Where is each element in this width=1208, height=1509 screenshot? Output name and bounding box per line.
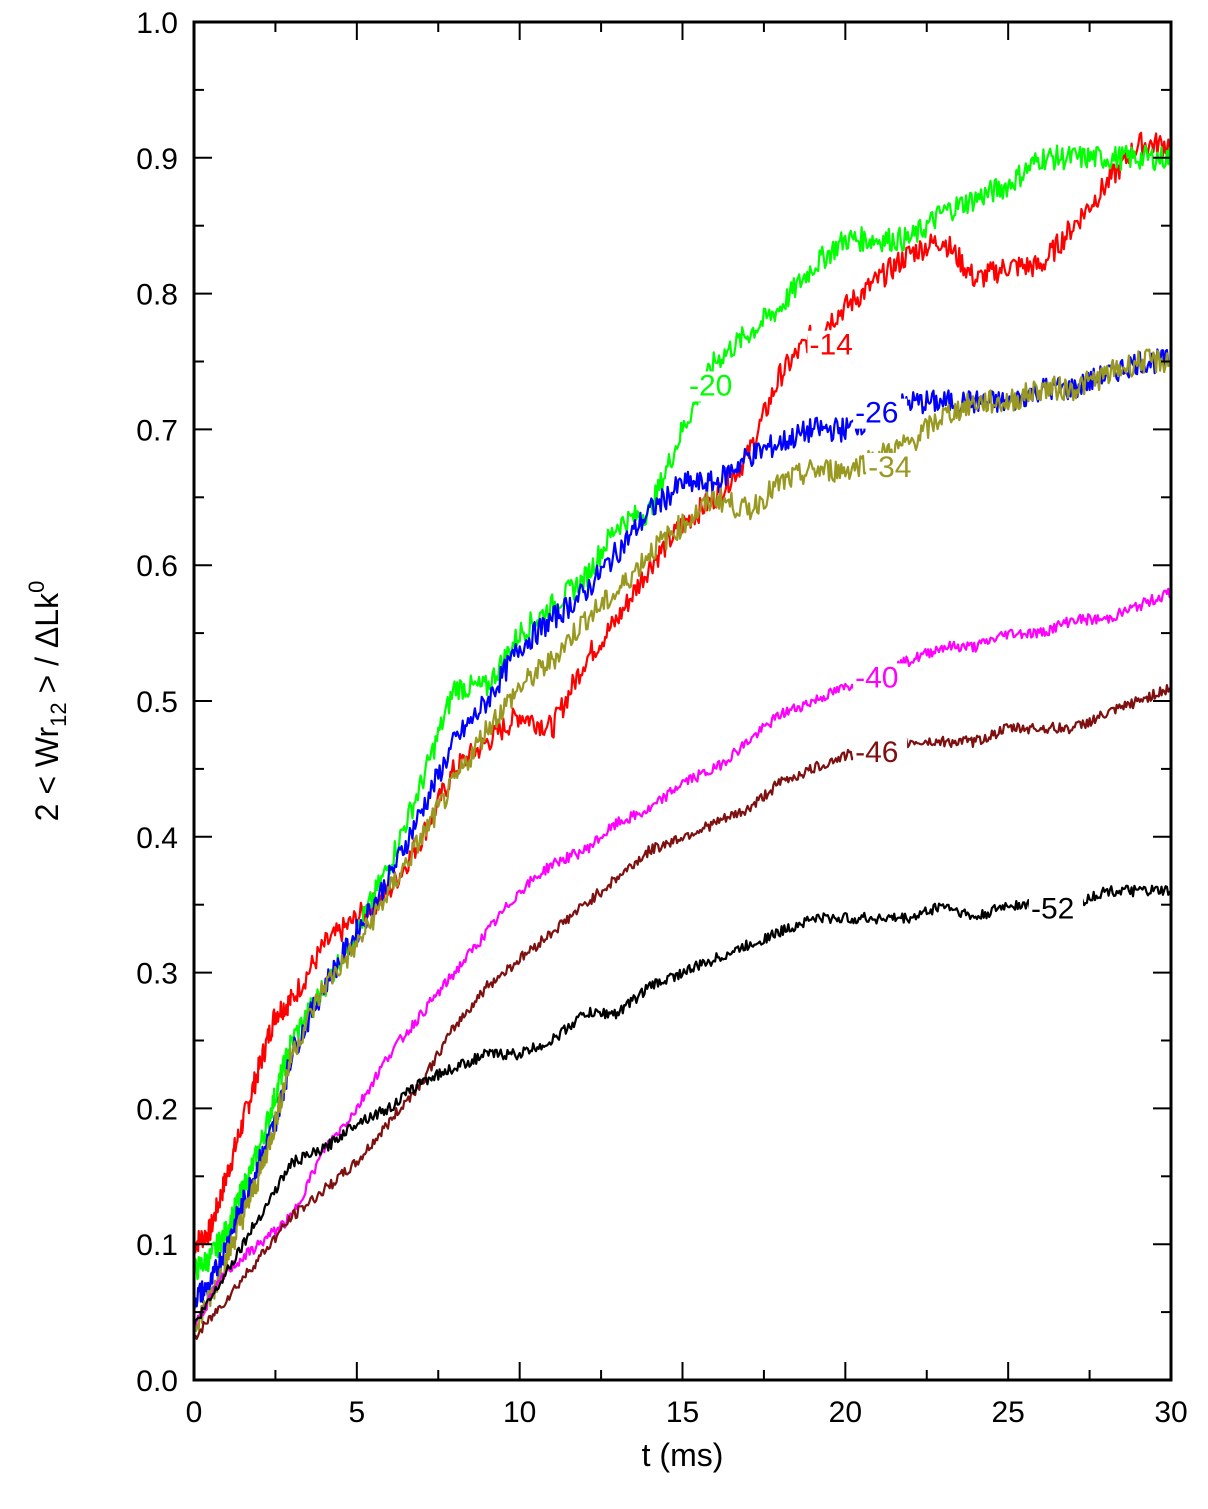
series-label-background <box>1028 894 1083 925</box>
y-axis-title: 2 < Wr12 > / ΔLk0 <box>24 581 71 822</box>
x-tick-label: 0 <box>186 1396 203 1429</box>
x-axis-title: t (ms) <box>642 1437 724 1473</box>
series-line--52 <box>192 884 1172 1327</box>
y-tick-label: 0.1 <box>136 1229 178 1262</box>
series-line--34 <box>192 348 1172 1333</box>
series-label-background <box>687 371 742 402</box>
series-label--20: -20 <box>689 369 732 402</box>
y-tick-label: 0.2 <box>136 1093 178 1126</box>
series-label--40: -40 <box>855 661 898 694</box>
y-tick-label: 0.4 <box>136 822 178 855</box>
y-tick-label: 0.7 <box>136 414 178 447</box>
series-label--14: -14 <box>810 329 853 362</box>
series-label-background <box>853 738 908 769</box>
y-axis-title-subscript: 12 <box>46 702 71 726</box>
y-tick-label: 0.8 <box>136 279 178 312</box>
y-axis-title-superscript: 0 <box>24 581 49 593</box>
series-layer <box>192 131 1173 1340</box>
x-tick-label: 10 <box>503 1396 536 1429</box>
x-tick-label: 15 <box>666 1396 699 1429</box>
y-tick-label: 0.9 <box>136 143 178 176</box>
y-tick-label: 0.3 <box>136 958 178 991</box>
y-axis-title-after: > / ΔLk <box>29 592 65 702</box>
series-label--34: -34 <box>868 451 911 484</box>
x-tick-label: 30 <box>1154 1396 1187 1429</box>
x-tick-label: 25 <box>991 1396 1024 1429</box>
ticks-layer <box>193 21 1172 1381</box>
series-line--26 <box>192 348 1173 1310</box>
y-tick-label: 1.0 <box>136 7 178 40</box>
x-tick-label: 5 <box>348 1396 365 1429</box>
x-tick-label: 20 <box>829 1396 862 1429</box>
y-axis-title-main: 2 < Wr <box>29 726 65 821</box>
series-line--14 <box>192 131 1173 1254</box>
series-label-background <box>866 452 921 483</box>
series-line--40 <box>193 587 1173 1328</box>
series-label-background <box>853 663 908 694</box>
series-label--26: -26 <box>855 397 898 430</box>
series-line--20 <box>192 144 1173 1281</box>
series-label--46: -46 <box>855 736 898 769</box>
series-label-background <box>853 398 908 429</box>
y-tick-label: 0.0 <box>136 1365 178 1398</box>
y-tick-label: 0.6 <box>136 550 178 583</box>
series-line--46 <box>193 683 1172 1340</box>
y-tick-label: 0.5 <box>136 686 178 719</box>
series-label-background <box>807 330 862 361</box>
plot-frame <box>192 20 1173 1382</box>
series-label--52: -52 <box>1031 892 1074 925</box>
labels-layer: 0 5 10 15 20 25 30 0.0 0.1 0.2 0.3 0.4 0.5 0.6 0.7 0.8 0… <box>136 7 1187 1429</box>
